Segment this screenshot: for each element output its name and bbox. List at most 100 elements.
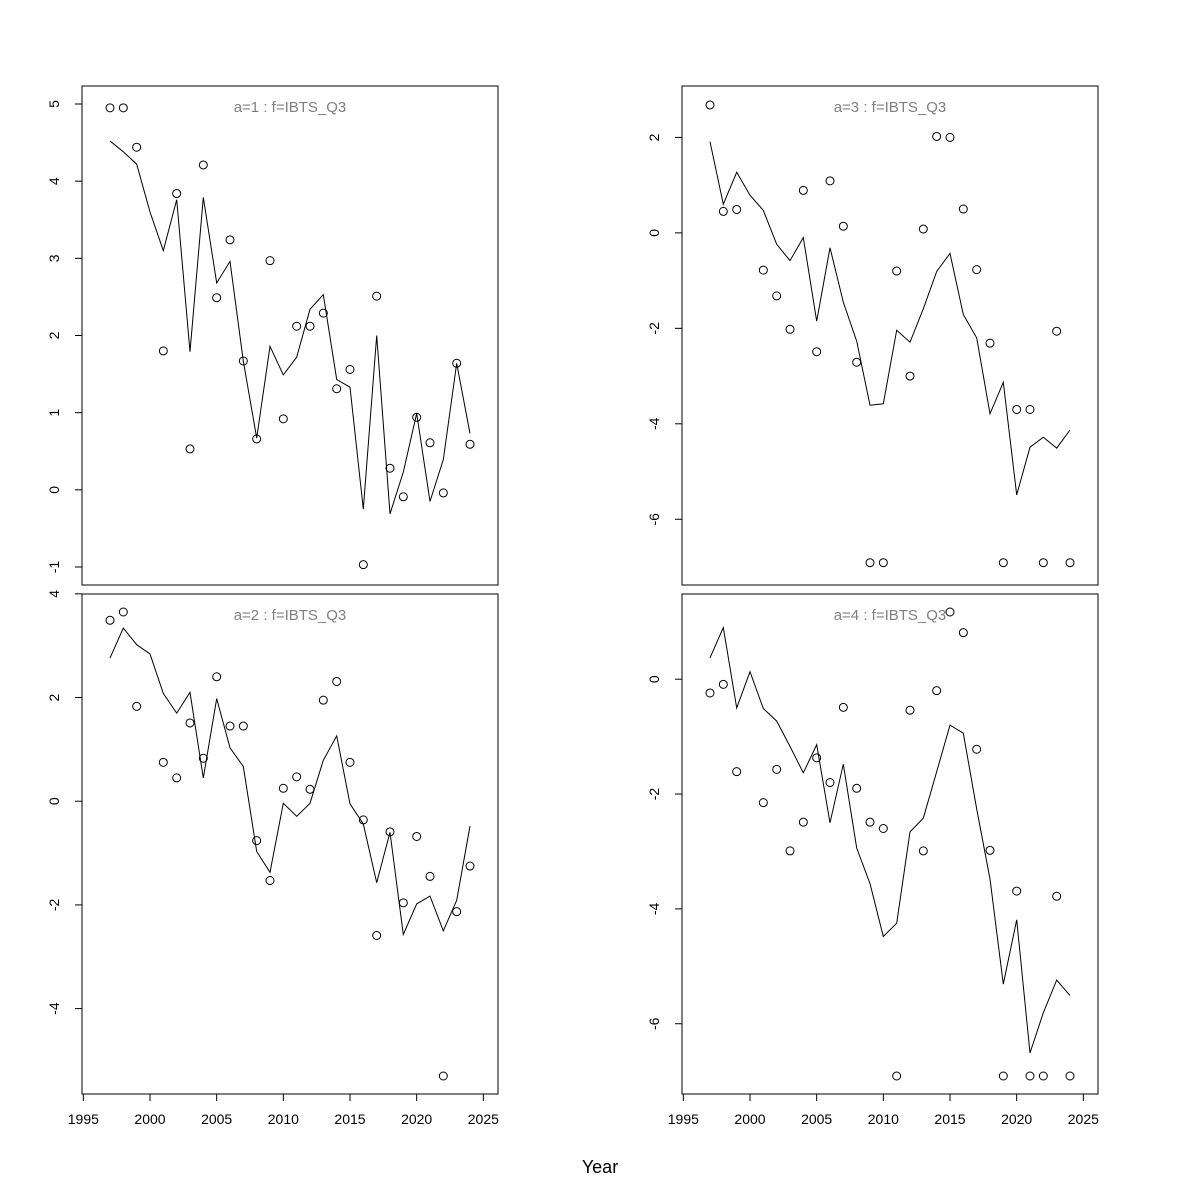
observation-point bbox=[825, 176, 835, 186]
observation-point bbox=[292, 321, 302, 331]
observation-point bbox=[412, 831, 422, 841]
observation-point bbox=[158, 757, 168, 767]
observation-point bbox=[785, 324, 795, 334]
observation-point bbox=[438, 1071, 448, 1081]
x-tick-label: 1995 bbox=[68, 1111, 99, 1127]
panel-1: -1 0 1 2 3 4 5 a=1 : f=IBTS_Q3 bbox=[46, 85, 499, 586]
observation-point bbox=[198, 753, 208, 763]
panel-2: -6 -4 -2 0 2 a=3 : f=IBTS_Q3 bbox=[646, 85, 1099, 586]
observation-point bbox=[798, 185, 808, 195]
observation-point bbox=[105, 103, 115, 113]
y-tick-label: -6 bbox=[646, 1017, 662, 1030]
observation-point bbox=[425, 871, 435, 881]
y-tick-label: 4 bbox=[46, 590, 62, 598]
fitted-line bbox=[109, 140, 471, 514]
observation-point bbox=[132, 142, 142, 152]
observation-point bbox=[1012, 886, 1022, 896]
observation-point bbox=[932, 686, 942, 696]
observation-point bbox=[945, 607, 955, 617]
observation-point bbox=[892, 1071, 902, 1081]
y-tick-label: -2 bbox=[646, 788, 662, 801]
observation-point bbox=[265, 876, 275, 886]
observation-point bbox=[825, 778, 835, 788]
x-tick-label: 2025 bbox=[1068, 1111, 1099, 1127]
panel-label: a=1 : f=IBTS_Q3 bbox=[234, 99, 347, 116]
observation-point bbox=[172, 189, 182, 199]
observation-point bbox=[105, 615, 115, 625]
x-tick-label: 2015 bbox=[934, 1111, 965, 1127]
observation-point bbox=[452, 358, 462, 368]
observation-point bbox=[132, 701, 142, 711]
observation-point bbox=[198, 160, 208, 170]
observation-point bbox=[412, 412, 422, 422]
observation-point bbox=[972, 265, 982, 275]
observation-point bbox=[732, 767, 742, 777]
observation-point bbox=[878, 558, 888, 568]
y-tick-label: 0 bbox=[646, 675, 662, 683]
observation-point bbox=[398, 492, 408, 502]
observation-point bbox=[452, 907, 462, 917]
observation-point bbox=[305, 784, 315, 794]
observation-point bbox=[852, 783, 862, 793]
y-tick-label: 0 bbox=[46, 797, 62, 805]
x-tick-label: 2000 bbox=[134, 1111, 165, 1127]
y-tick-label: 0 bbox=[46, 486, 62, 494]
observation-point bbox=[985, 338, 995, 348]
observation-point bbox=[1052, 891, 1062, 901]
observation-point bbox=[1052, 326, 1062, 336]
observation-point bbox=[998, 1071, 1008, 1081]
observation-point bbox=[865, 817, 875, 827]
x-tick-label: 2025 bbox=[468, 1111, 499, 1127]
observation-point bbox=[1012, 404, 1022, 414]
x-tick-label: 2020 bbox=[1001, 1111, 1032, 1127]
observation-point bbox=[318, 308, 328, 318]
observation-point bbox=[932, 131, 942, 141]
observation-point bbox=[465, 439, 475, 449]
observation-point bbox=[758, 798, 768, 808]
y-tick-label: -2 bbox=[46, 898, 62, 911]
observation-point bbox=[785, 846, 795, 856]
x-axis-label: Year bbox=[582, 1157, 618, 1177]
observation-point bbox=[372, 291, 382, 301]
observation-point bbox=[1038, 558, 1048, 568]
observation-point bbox=[1065, 1071, 1075, 1081]
observation-point bbox=[905, 705, 915, 715]
observation-point bbox=[238, 721, 248, 731]
observation-point bbox=[718, 206, 728, 216]
observation-point bbox=[812, 753, 822, 763]
observation-point bbox=[878, 823, 888, 833]
observation-point bbox=[958, 204, 968, 214]
y-tick-label: 4 bbox=[46, 177, 62, 185]
observation-point bbox=[1025, 1071, 1035, 1081]
fitted-line bbox=[709, 625, 1071, 1054]
observation-point bbox=[838, 702, 848, 712]
y-tick-label: -6 bbox=[646, 513, 662, 526]
observation-point bbox=[838, 221, 848, 231]
x-tick-label: 2010 bbox=[868, 1111, 899, 1127]
panel-frame bbox=[681, 593, 1099, 1095]
x-tick-label: 2005 bbox=[201, 1111, 232, 1127]
fitted-line bbox=[709, 141, 1071, 496]
observation-point bbox=[758, 265, 768, 275]
observation-point bbox=[718, 679, 728, 689]
observation-point bbox=[772, 764, 782, 774]
observation-point bbox=[172, 773, 182, 783]
observation-point bbox=[118, 607, 128, 617]
observation-point bbox=[212, 672, 222, 682]
observation-point bbox=[278, 783, 288, 793]
y-tick-label: -4 bbox=[646, 417, 662, 430]
observation-point bbox=[958, 628, 968, 638]
y-tick-label: -1 bbox=[46, 561, 62, 574]
observation-point bbox=[918, 846, 928, 856]
observation-point bbox=[812, 347, 822, 357]
observation-point bbox=[292, 772, 302, 782]
observation-point bbox=[1065, 558, 1075, 568]
observation-point bbox=[852, 357, 862, 367]
observation-point bbox=[185, 718, 195, 728]
fitted-line bbox=[109, 627, 471, 937]
y-tick-label: -2 bbox=[646, 322, 662, 335]
observation-point bbox=[892, 266, 902, 276]
observation-point bbox=[1038, 1071, 1048, 1081]
y-tick-label: 2 bbox=[46, 331, 62, 339]
